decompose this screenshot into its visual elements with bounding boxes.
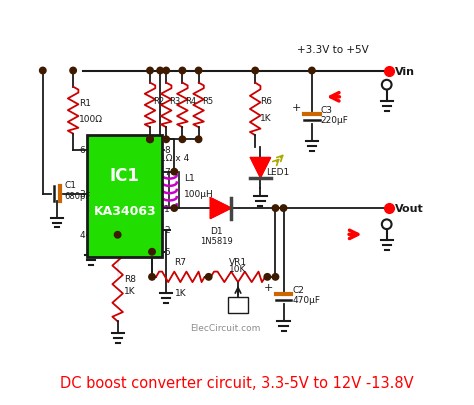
Circle shape	[272, 205, 279, 212]
Text: 1: 1	[164, 204, 170, 213]
Circle shape	[179, 137, 186, 143]
Text: 7: 7	[164, 168, 170, 177]
Text: +: +	[264, 282, 273, 292]
Circle shape	[157, 68, 164, 75]
Polygon shape	[250, 158, 271, 178]
Text: 470μF: 470μF	[292, 295, 320, 304]
Circle shape	[149, 249, 155, 256]
Text: D1: D1	[210, 227, 223, 236]
Text: LED1: LED1	[266, 168, 290, 177]
Text: 100μH: 100μH	[184, 190, 214, 199]
Circle shape	[309, 68, 315, 75]
Circle shape	[252, 68, 258, 75]
Text: 100Ω: 100Ω	[79, 115, 103, 124]
Circle shape	[70, 68, 76, 75]
Text: 5: 5	[164, 247, 170, 257]
Text: R6: R6	[260, 97, 272, 106]
Circle shape	[39, 68, 46, 75]
Circle shape	[147, 137, 153, 143]
Polygon shape	[210, 198, 231, 219]
Text: R4: R4	[186, 97, 197, 106]
Circle shape	[163, 137, 169, 143]
Circle shape	[264, 274, 271, 280]
Text: C1: C1	[64, 181, 76, 190]
Circle shape	[195, 68, 202, 75]
Text: C3: C3	[321, 106, 333, 115]
Text: ElecCircuit.com: ElecCircuit.com	[190, 323, 260, 332]
Text: R8: R8	[124, 274, 136, 283]
Text: 680pF: 680pF	[64, 192, 91, 200]
Text: Vout: Vout	[395, 204, 424, 213]
Text: 6: 6	[80, 146, 85, 155]
Bar	[87, 136, 162, 257]
Circle shape	[114, 232, 121, 239]
Text: 1K: 1K	[260, 113, 272, 122]
Circle shape	[147, 137, 153, 143]
Circle shape	[171, 169, 178, 175]
Text: 1Ω x 4: 1Ω x 4	[160, 154, 189, 163]
Text: R2: R2	[153, 97, 164, 106]
Circle shape	[272, 274, 279, 280]
Circle shape	[149, 274, 155, 280]
Text: 1N5819: 1N5819	[201, 236, 233, 245]
Circle shape	[163, 68, 169, 75]
Circle shape	[195, 137, 202, 143]
Circle shape	[280, 205, 287, 212]
Text: C2: C2	[292, 286, 304, 294]
Text: VR1: VR1	[229, 257, 247, 266]
Bar	[228, 297, 248, 313]
Circle shape	[205, 274, 212, 280]
Text: +: +	[292, 102, 301, 113]
Text: 220μF: 220μF	[321, 115, 349, 124]
Circle shape	[147, 68, 153, 75]
Text: DC boost converter circuit, 3.3-5V to 12V -13.8V: DC boost converter circuit, 3.3-5V to 12…	[60, 375, 414, 390]
Text: 3: 3	[80, 190, 85, 198]
Text: 4: 4	[80, 231, 85, 240]
Text: 1K: 1K	[124, 286, 136, 295]
Text: KA34063: KA34063	[93, 205, 156, 217]
Text: IC1: IC1	[110, 167, 140, 185]
Text: 2: 2	[164, 226, 170, 235]
Text: Vin: Vin	[395, 66, 415, 76]
Text: 1K: 1K	[174, 288, 186, 297]
Text: R3: R3	[169, 97, 181, 106]
Text: R1: R1	[79, 98, 91, 107]
Text: R7: R7	[174, 257, 186, 266]
Circle shape	[171, 205, 178, 212]
Text: 10K: 10K	[229, 264, 246, 273]
Circle shape	[179, 68, 186, 75]
Text: R5: R5	[202, 97, 213, 106]
Text: L1: L1	[184, 174, 195, 183]
Text: 8: 8	[164, 146, 170, 155]
Text: +3.3V to +5V: +3.3V to +5V	[297, 45, 368, 55]
